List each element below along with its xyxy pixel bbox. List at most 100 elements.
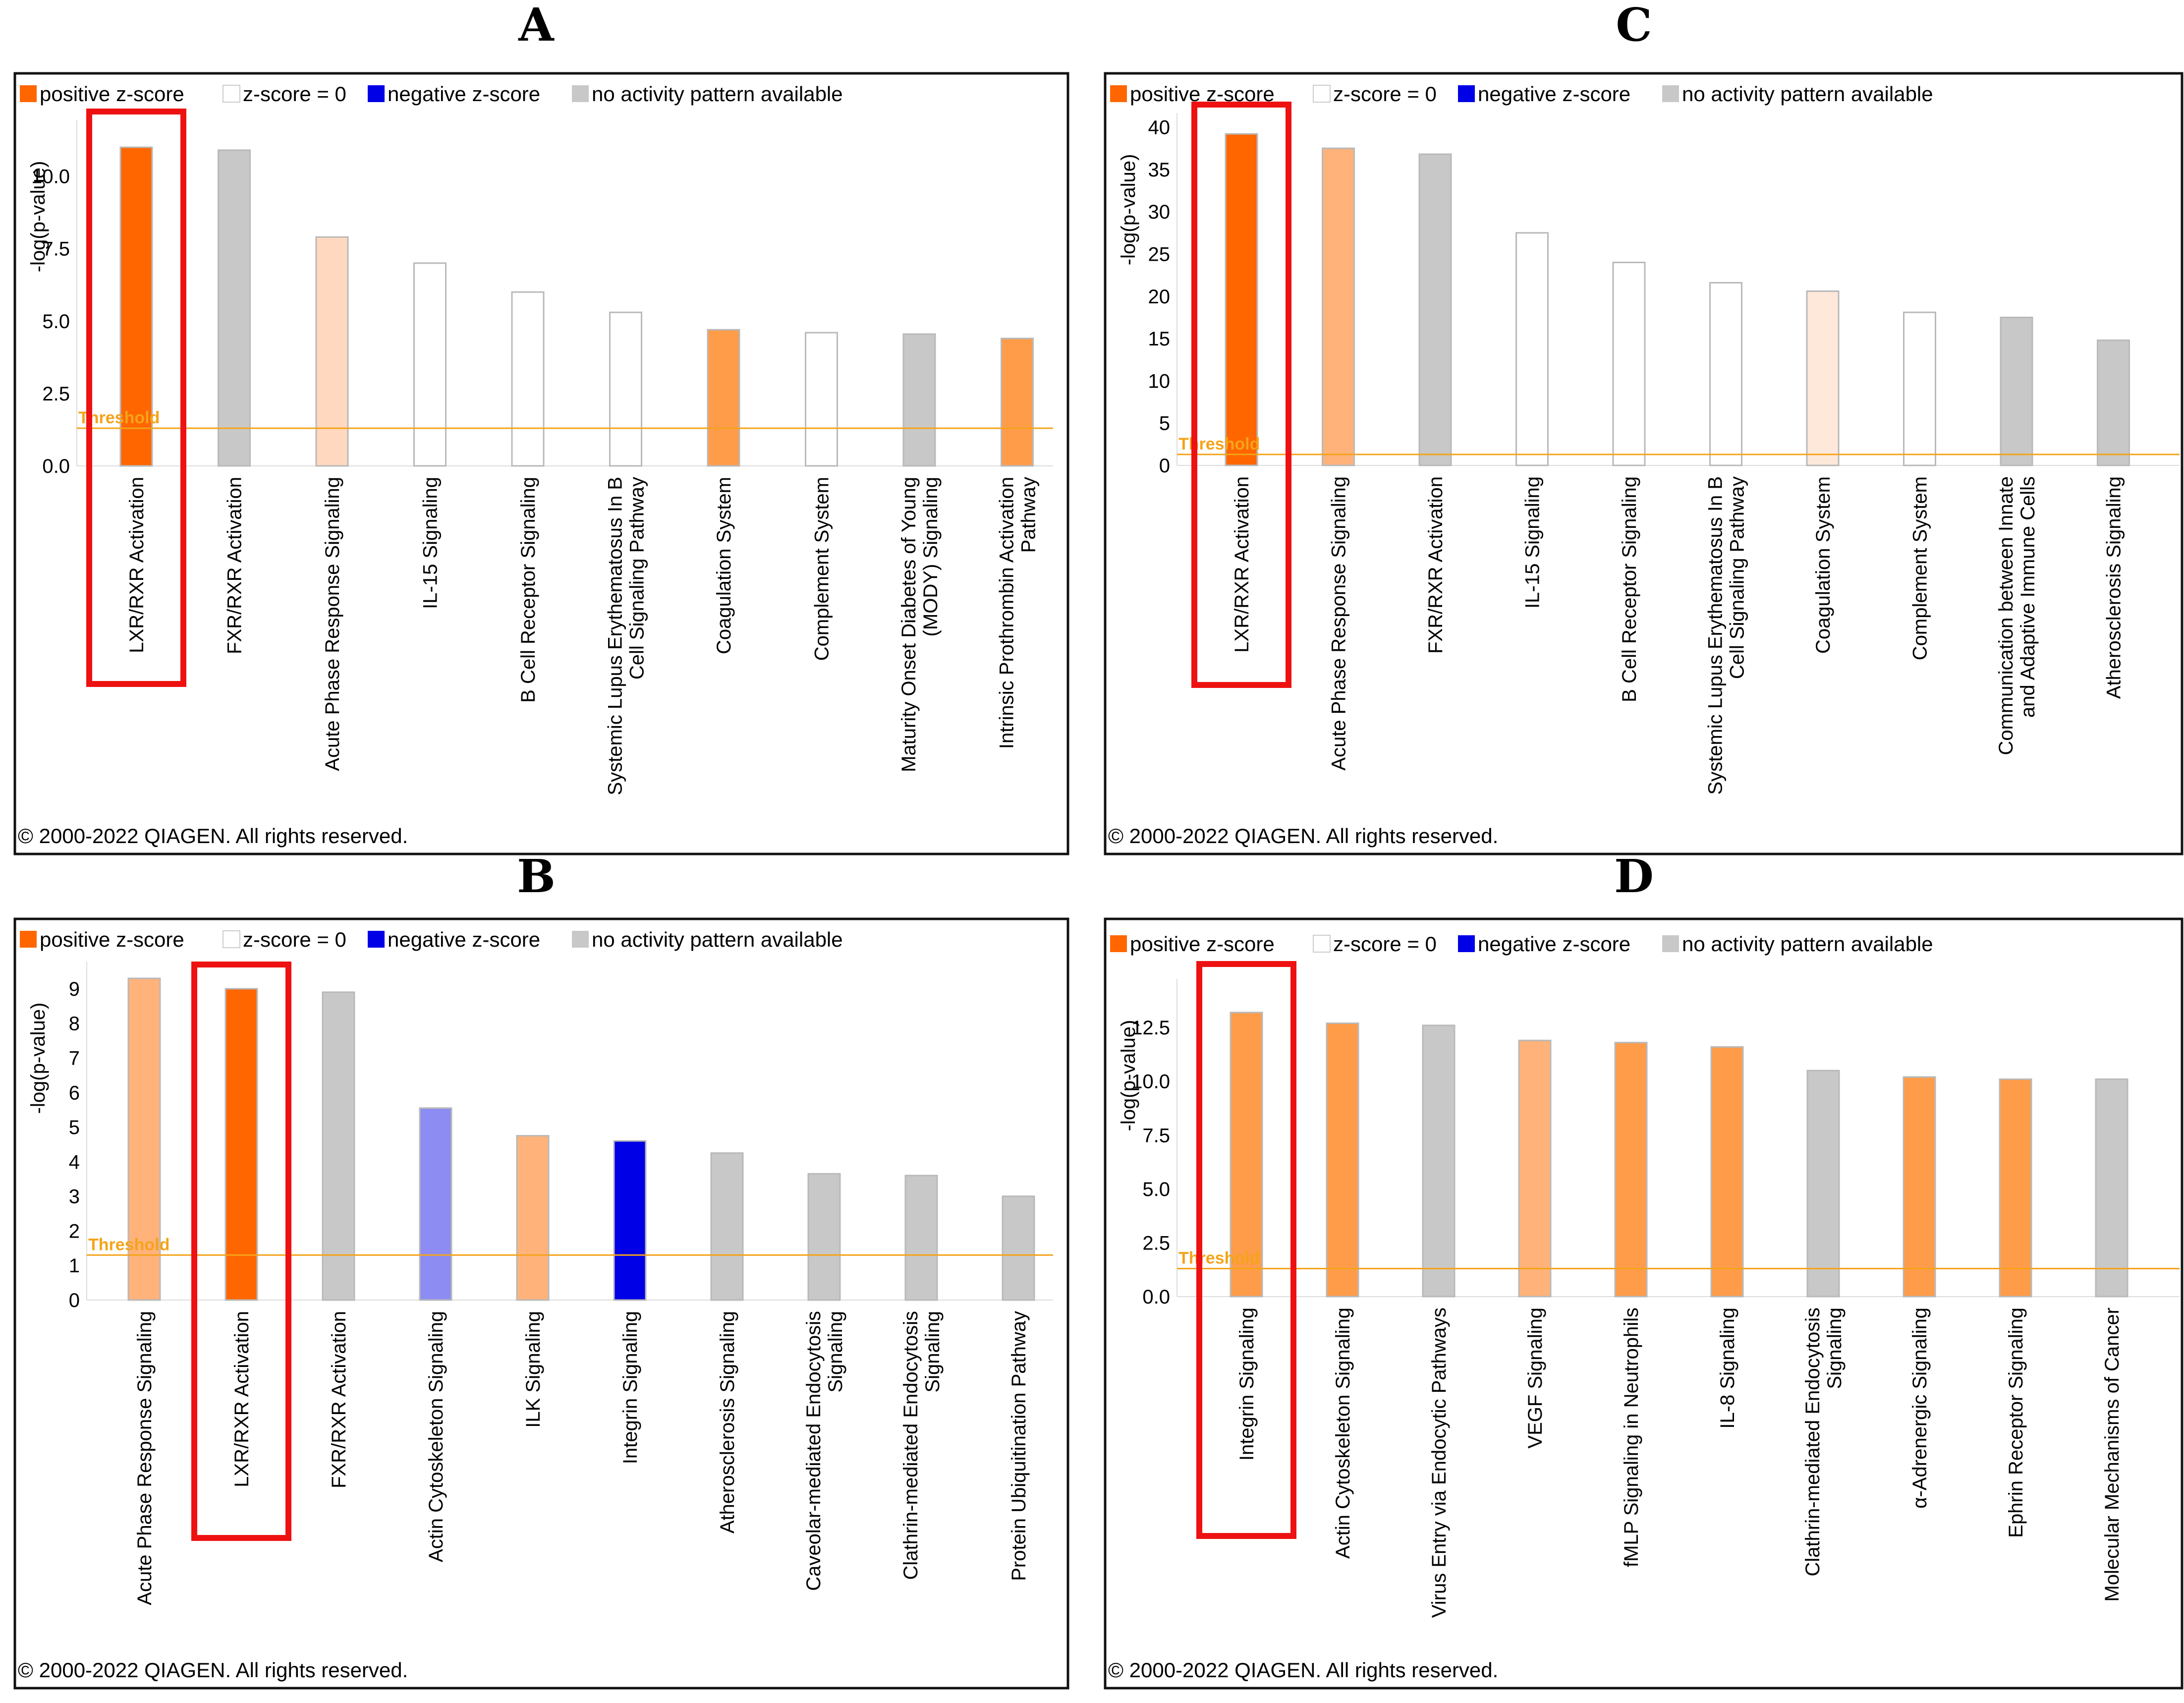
y-tick-label: 0.0 bbox=[1142, 1286, 1170, 1308]
category-label: B Cell Receptor Signaling bbox=[1619, 476, 1640, 702]
y-axis-label: -log(p-value) bbox=[27, 161, 49, 273]
bar bbox=[413, 262, 447, 467]
y-tick-label: 20 bbox=[1148, 286, 1171, 308]
bar bbox=[1903, 1076, 1936, 1298]
category-label: Caveolar-mediated Endocytosis bbox=[803, 1311, 825, 1591]
copyright-text: © 2000-2022 QIAGEN. All rights reserved. bbox=[18, 1658, 408, 1682]
legend-zero-label: z-score = 0 bbox=[1333, 82, 1437, 106]
bar bbox=[807, 1173, 841, 1301]
bar bbox=[127, 977, 161, 1301]
category-label: (MODY) Signaling bbox=[920, 477, 942, 636]
category-label: Clathrin-mediated Endocytosis bbox=[900, 1311, 922, 1580]
legend-positive-swatch bbox=[20, 931, 37, 948]
y-tick-label: 40 bbox=[1148, 117, 1171, 139]
bar bbox=[1326, 1022, 1359, 1298]
legend-positive-swatch bbox=[1110, 85, 1127, 102]
bar bbox=[1999, 1078, 2032, 1298]
legend: positive z-score z-score = 0 negative z-sc… bbox=[1110, 932, 1933, 956]
category-label: Protein Ubiquitination Pathway bbox=[1008, 1311, 1030, 1581]
y-tick-label: 10.0 bbox=[31, 166, 70, 188]
category-label: Molecular Mechanisms of Cancer bbox=[2101, 1307, 2123, 1602]
category-label: Complement System bbox=[811, 477, 833, 661]
category-label: and Adaptive Immune Cells bbox=[2017, 476, 2039, 718]
category-label: Cell Signaling Pathway bbox=[626, 477, 648, 680]
category-label: LXR/RXR Activation bbox=[1231, 476, 1253, 653]
y-axis-label: -log(p-value) bbox=[1118, 154, 1139, 266]
legend-negative-label: negative z-score bbox=[1478, 932, 1630, 956]
legend-negative-swatch bbox=[368, 931, 385, 948]
bar bbox=[1322, 147, 1355, 466]
y-tick-label: 0.0 bbox=[42, 455, 70, 477]
legend-zero-swatch bbox=[1313, 935, 1331, 953]
category-label: fMLP Signaling in Neutrophils bbox=[1621, 1307, 1642, 1567]
category-label: Actin Cytoskeleton Signaling bbox=[1332, 1307, 1354, 1559]
y-tick-label: 5 bbox=[1159, 413, 1170, 435]
category-label: Pathway bbox=[1018, 477, 1040, 553]
category-label: Atherosclerosis Signaling bbox=[717, 1311, 738, 1533]
bar bbox=[2095, 1078, 2128, 1298]
category-label: Complement System bbox=[1909, 476, 1931, 660]
legend-negative-swatch bbox=[1458, 85, 1475, 102]
legend-negative-swatch bbox=[1458, 935, 1475, 952]
y-tick-label: 35 bbox=[1148, 159, 1171, 181]
highlight-box bbox=[191, 962, 291, 1541]
category-label: VEGF Signaling bbox=[1524, 1307, 1546, 1449]
bar bbox=[516, 1135, 550, 1301]
legend-negative-label: negative z-score bbox=[388, 928, 540, 951]
category-label: Clathrin-mediated Endocytosis bbox=[1802, 1307, 1824, 1576]
panel-letter-a: A bbox=[518, 0, 555, 52]
category-label: Maturity Onset Diabetes of Young bbox=[898, 477, 920, 772]
legend-none-swatch bbox=[1662, 935, 1679, 952]
panel-letter-c: C bbox=[1616, 0, 1652, 52]
legend-zero-swatch bbox=[223, 930, 240, 948]
bar bbox=[1225, 133, 1258, 466]
category-label: Coagulation System bbox=[713, 477, 735, 654]
category-label: Coagulation System bbox=[1812, 476, 1834, 654]
legend: positive z-score z-score = 0 negative z-sc… bbox=[20, 82, 843, 106]
bar bbox=[1515, 232, 1549, 466]
legend-none-swatch bbox=[572, 85, 589, 102]
y-tick-label: 12.5 bbox=[1131, 1017, 1170, 1039]
legend-negative-swatch bbox=[368, 85, 385, 102]
bar bbox=[805, 332, 838, 467]
y-tick-label: 1 bbox=[69, 1255, 80, 1277]
category-label: LXR/RXR Activation bbox=[231, 1311, 253, 1487]
category-label: Signaling bbox=[922, 1311, 944, 1393]
category-label: Acute Phase Response Signaling bbox=[322, 477, 343, 771]
bar bbox=[419, 1107, 452, 1301]
bar bbox=[1806, 1070, 1840, 1298]
y-tick-label: 10.0 bbox=[1131, 1071, 1170, 1093]
category-label: ILK Signaling bbox=[522, 1311, 544, 1428]
legend-negative-label: negative z-score bbox=[388, 82, 540, 106]
chart-panel-d: positive z-score z-score = 0 negative z-sc… bbox=[1104, 917, 2184, 1690]
bar bbox=[609, 311, 642, 467]
bar bbox=[904, 1175, 938, 1301]
category-label: Integrin Signaling bbox=[1236, 1307, 1258, 1461]
category-label: Virus Entry via Endocytic Pathways bbox=[1428, 1307, 1450, 1618]
category-label: Signaling bbox=[1824, 1307, 1846, 1389]
y-tick-label: 25 bbox=[1148, 243, 1171, 265]
legend-positive-label: positive z-score bbox=[40, 928, 184, 951]
bar bbox=[322, 991, 355, 1301]
y-tick-label: 8 bbox=[69, 1013, 80, 1035]
y-tick-label: 5.0 bbox=[42, 311, 70, 333]
bar bbox=[1422, 1024, 1456, 1298]
bar bbox=[511, 291, 545, 467]
panel-letter-d: D bbox=[1614, 850, 1654, 903]
legend-positive-label: positive z-score bbox=[1130, 932, 1275, 956]
y-tick-label: 2 bbox=[69, 1220, 80, 1242]
category-label: Acute Phase Response Signaling bbox=[1328, 476, 1350, 771]
bar bbox=[218, 149, 251, 467]
bar bbox=[1710, 1046, 1744, 1298]
bar bbox=[2097, 339, 2130, 466]
y-tick-label: 4 bbox=[69, 1151, 80, 1173]
y-tick-label: 0 bbox=[69, 1290, 80, 1311]
chart-panels: positive z-score z-score = 0 negative z-sc… bbox=[13, 72, 2184, 1690]
legend-positive-label: positive z-score bbox=[40, 82, 184, 106]
bar bbox=[1614, 1042, 1648, 1298]
y-tick-label: 10 bbox=[1148, 370, 1171, 392]
bar bbox=[224, 988, 258, 1301]
panel-frame bbox=[1104, 917, 2184, 1690]
bar bbox=[1806, 290, 1840, 466]
